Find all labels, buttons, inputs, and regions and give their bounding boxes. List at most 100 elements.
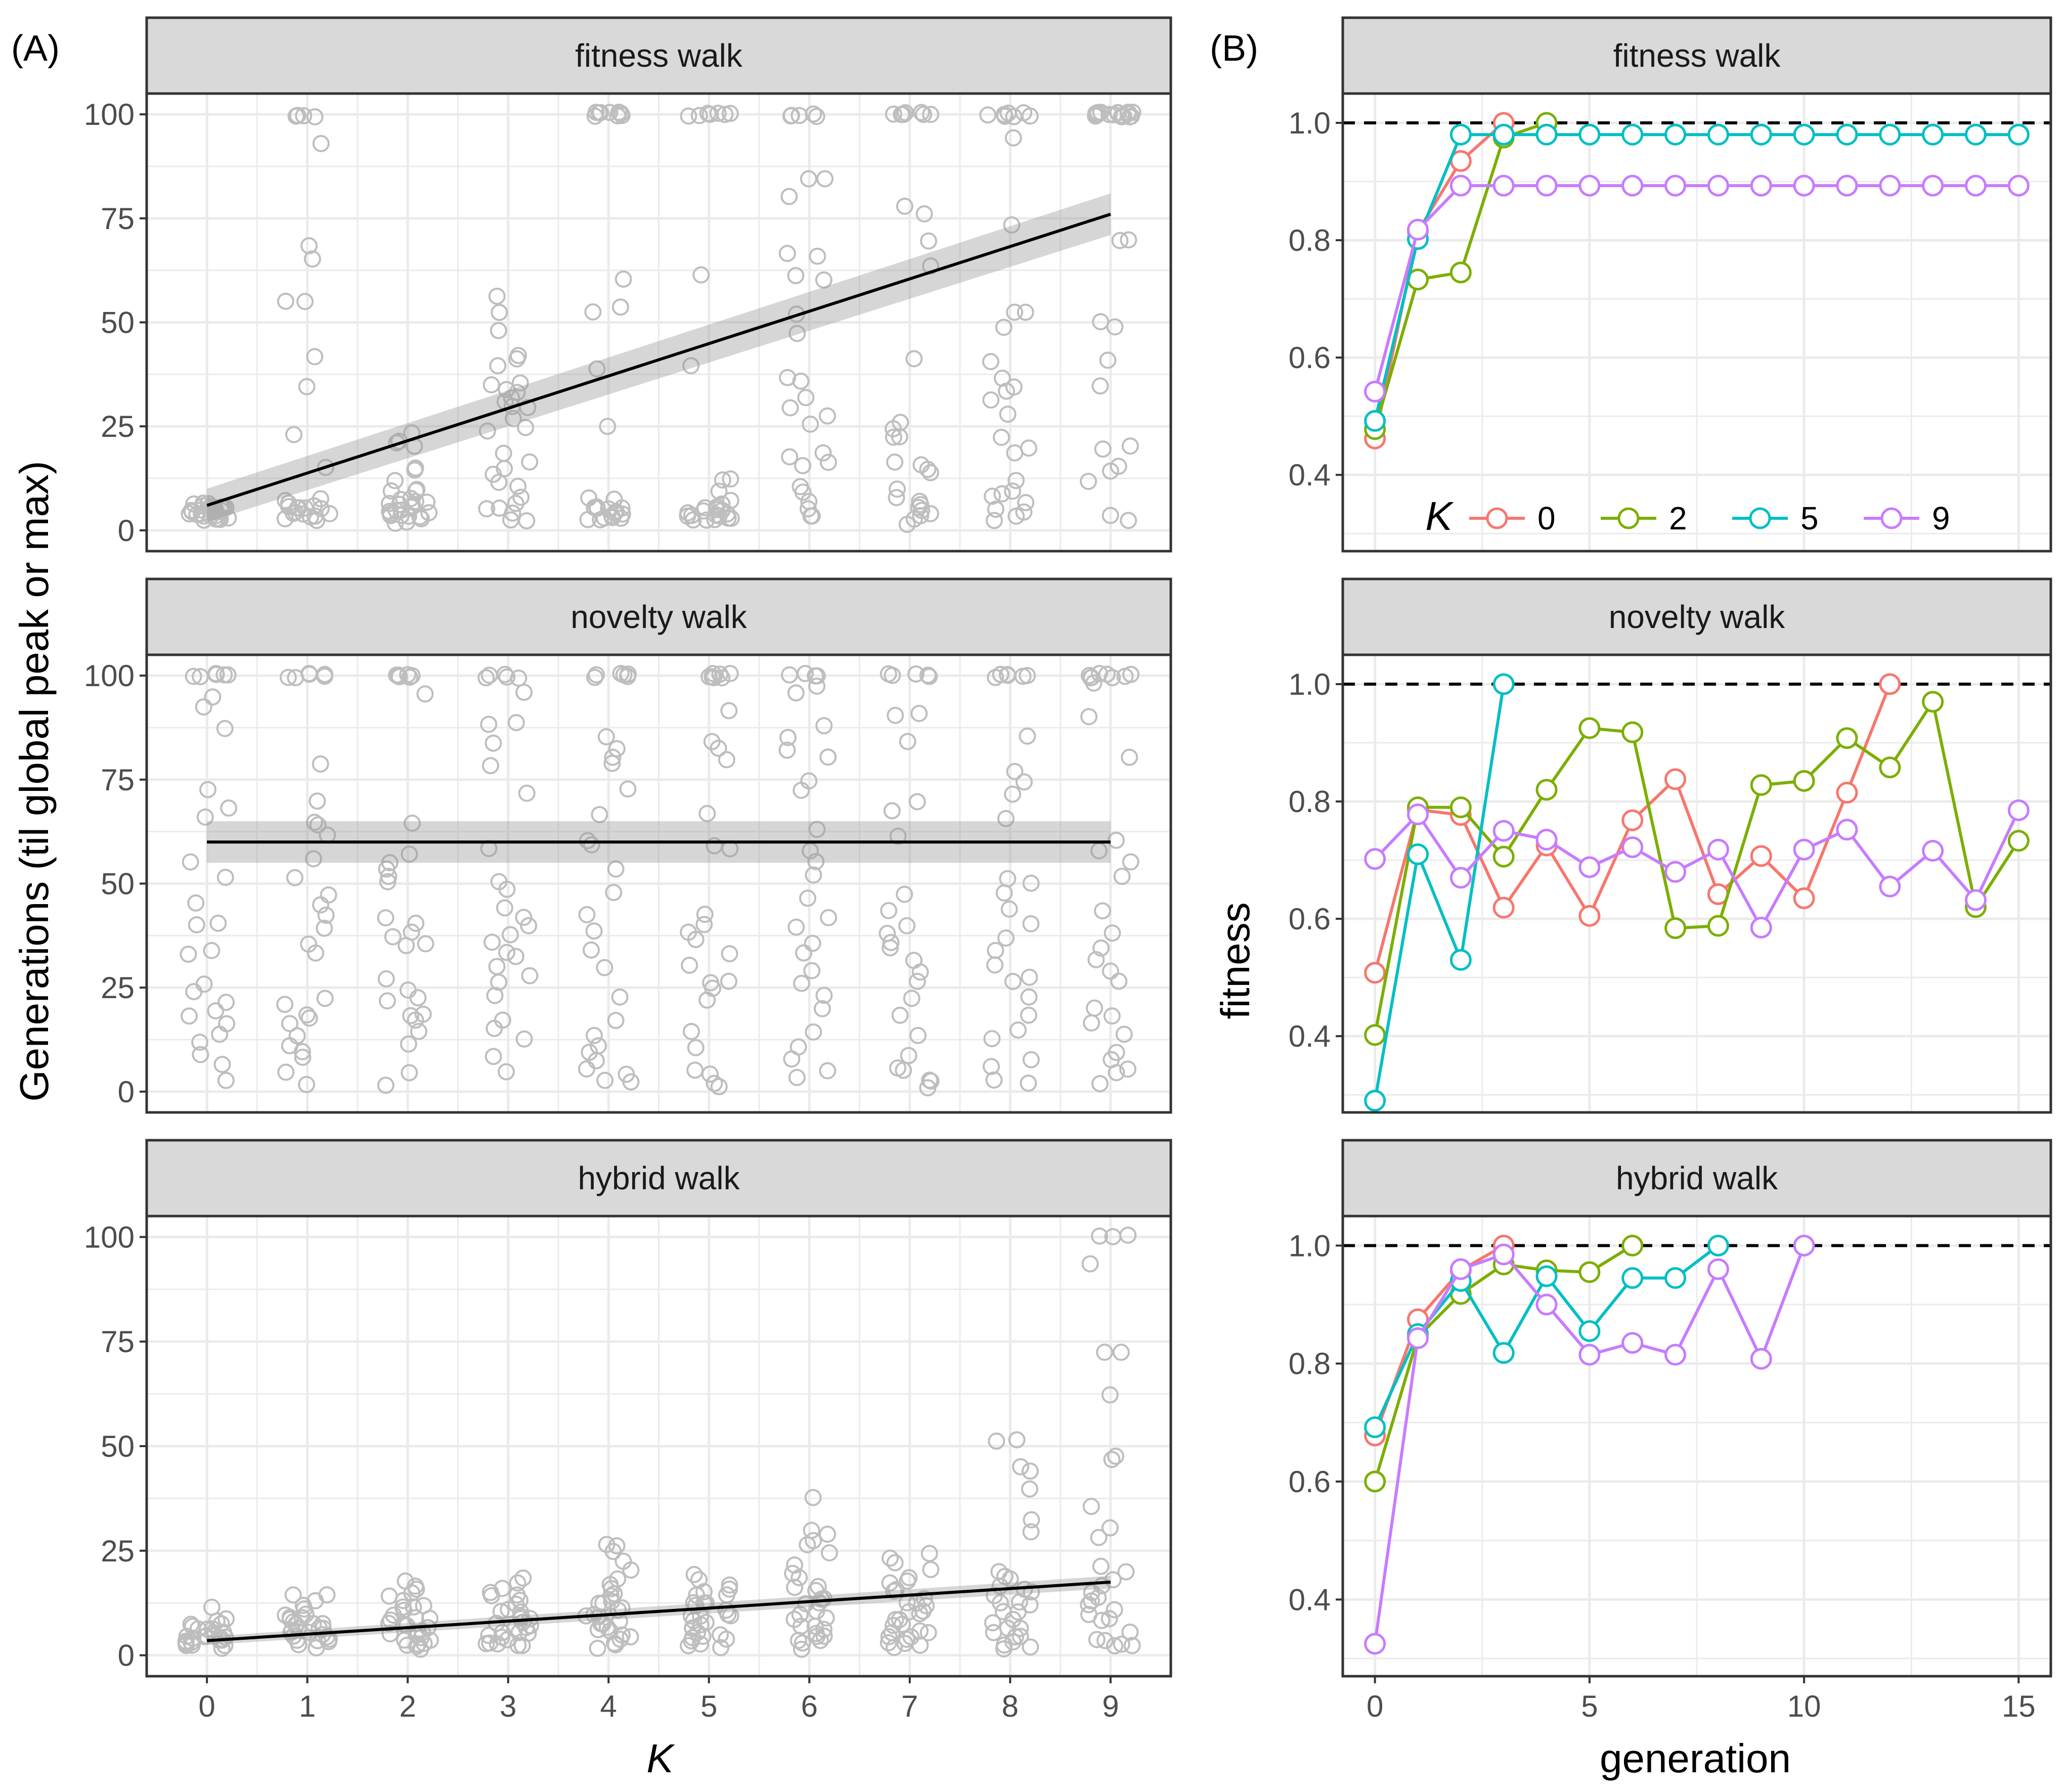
y-tick-label-left-3: 0	[118, 1639, 135, 1673]
data-point-left-1	[999, 406, 1017, 423]
facet-strip-label-left-3: hybrid walk	[578, 1160, 740, 1196]
data-point-left-1	[312, 490, 329, 508]
legend: K 0 2 5 9	[1425, 494, 1950, 539]
series-point-k9-right-3	[1793, 1234, 1815, 1257]
facet-strip-right-2	[1341, 577, 2052, 656]
data-point-left-1	[418, 494, 436, 511]
data-point-left-3	[819, 1526, 837, 1543]
data-point-left-1	[1080, 473, 1097, 490]
data-point-left-2	[603, 754, 621, 772]
data-point-left-3	[799, 1536, 816, 1553]
right-x-axis-title: generation	[1600, 1736, 1791, 1781]
data-point-left-1	[922, 106, 940, 123]
data-point-left-3	[1023, 1511, 1040, 1529]
data-point-left-2	[793, 782, 810, 799]
data-point-left-2	[787, 918, 805, 936]
series-line-k9-right-2	[1374, 810, 2020, 931]
data-point-left-1	[719, 509, 737, 527]
data-point-left-3	[685, 1565, 703, 1583]
data-point-left-3	[1081, 1255, 1099, 1273]
series-point-k9-right-2	[1879, 875, 1901, 898]
series-point-k9-right-1	[1750, 174, 1772, 197]
data-point-left-3	[680, 1637, 697, 1654]
data-point-left-1	[1120, 231, 1137, 249]
data-point-left-2	[195, 698, 212, 716]
data-point-left-2	[683, 1023, 700, 1041]
data-point-left-2	[1022, 915, 1040, 932]
data-point-left-1	[1109, 104, 1127, 122]
series-point-k9-right-2	[1836, 819, 1858, 841]
data-point-left-3	[919, 1624, 937, 1641]
data-point-left-2	[187, 894, 205, 912]
data-point-left-3	[1022, 1638, 1039, 1656]
data-point-left-3	[791, 1606, 809, 1624]
data-point-left-2	[400, 1035, 417, 1053]
panel-label-a: (A)	[11, 28, 60, 69]
series-point-k2-right-2	[1879, 756, 1901, 779]
y-tick-label-left-3: 100	[84, 1220, 135, 1254]
data-point-left-3	[885, 1639, 903, 1656]
data-point-left-2	[1104, 924, 1121, 942]
y-tick-label-right-2: 1.0	[1289, 667, 1331, 701]
series-point-k2-right-3	[1578, 1261, 1601, 1283]
data-point-left-1	[294, 505, 312, 523]
data-point-left-2	[815, 717, 833, 735]
data-point-left-2	[199, 781, 217, 798]
data-point-left-2	[389, 666, 407, 684]
series-point-k5-right-1	[1535, 123, 1558, 146]
right-y-axis-title: fitness	[1213, 902, 1258, 1019]
data-point-left-2	[1091, 1075, 1109, 1093]
data-point-left-1	[517, 419, 535, 436]
data-point-left-2	[188, 916, 205, 933]
series-point-k9-right-3	[1750, 1348, 1772, 1370]
data-point-left-2	[209, 914, 227, 932]
y-tick-label-right-1: 0.6	[1289, 341, 1331, 375]
data-point-left-3	[815, 1590, 833, 1607]
data-point-left-3	[808, 1628, 826, 1645]
data-point-left-2	[403, 667, 421, 685]
data-point-left-1	[1017, 494, 1035, 511]
data-point-left-3	[712, 1639, 730, 1656]
data-point-left-1	[1017, 303, 1034, 321]
series-point-k9-right-3	[1449, 1258, 1472, 1280]
data-point-left-1	[1004, 482, 1022, 500]
data-point-left-2	[485, 1048, 502, 1065]
series-point-k2-right-2	[1492, 845, 1515, 868]
series-point-k9-right-2	[1535, 828, 1558, 850]
data-point-left-1	[682, 357, 700, 375]
data-point-left-2	[312, 755, 329, 773]
data-point-left-2	[992, 665, 1009, 683]
series-point-k9-right-2	[1406, 803, 1429, 826]
series-point-k9-right-1	[1836, 174, 1858, 197]
data-point-left-2	[377, 1077, 394, 1094]
data-point-left-3	[1023, 1583, 1040, 1601]
data-point-left-2	[919, 666, 937, 684]
data-point-left-1	[814, 444, 832, 462]
y-tick-label-right-1: 1.0	[1289, 106, 1331, 140]
data-point-left-1	[1111, 232, 1129, 249]
data-point-left-3	[480, 1627, 498, 1644]
series-point-k9-right-1	[1707, 174, 1729, 197]
data-point-left-2	[1108, 1064, 1125, 1082]
series-point-k5-right-3	[1664, 1267, 1687, 1289]
data-point-left-2	[507, 948, 524, 965]
data-point-left-2	[281, 1015, 298, 1033]
data-point-left-3	[306, 1592, 324, 1609]
legend-label-k2: 2	[1669, 500, 1687, 536]
data-point-left-1	[921, 464, 939, 481]
data-point-left-2	[521, 967, 539, 984]
data-point-left-2	[1004, 973, 1022, 991]
data-point-left-3	[820, 1544, 838, 1562]
x-tick-label-left-3: 3	[500, 1689, 516, 1723]
data-point-left-2	[997, 929, 1015, 947]
data-point-left-1	[488, 287, 506, 305]
series-point-k0-right-2	[1578, 905, 1601, 927]
data-point-left-2	[1006, 763, 1024, 780]
data-point-left-3	[604, 1543, 622, 1560]
data-point-left-2	[587, 666, 605, 684]
series-point-k9-right-1	[1664, 174, 1687, 197]
panel-border-left-2	[145, 653, 1172, 1114]
y-tick-label-left-2: 0	[118, 1075, 135, 1109]
legend-key-point	[1486, 507, 1508, 529]
data-point-left-3	[1080, 1596, 1097, 1614]
